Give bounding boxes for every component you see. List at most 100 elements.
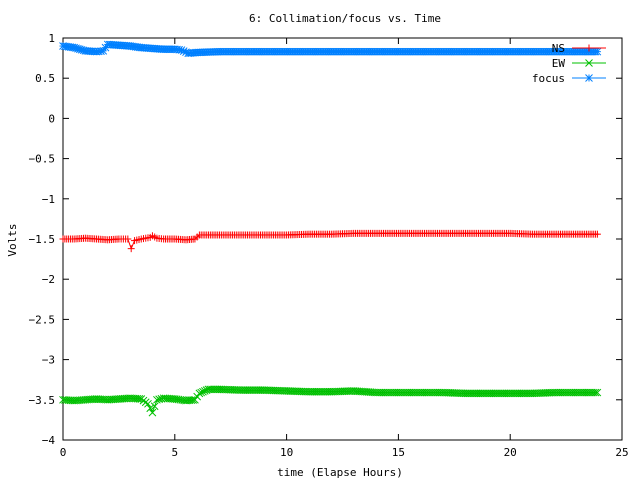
data-point (593, 388, 602, 397)
data-point (569, 388, 578, 397)
data-point (325, 387, 334, 396)
data-point (532, 389, 541, 398)
data-point (413, 388, 421, 397)
data-point (236, 386, 244, 394)
data-point (318, 387, 326, 396)
data-point (223, 385, 231, 394)
data-point (305, 387, 313, 396)
data-point (543, 388, 552, 397)
data-point (431, 388, 440, 397)
legend-marker (585, 74, 593, 82)
data-point (500, 389, 509, 398)
data-point (290, 387, 298, 396)
data-point (334, 387, 343, 396)
data-point (187, 396, 196, 404)
data-point (292, 387, 300, 396)
data-point (213, 385, 222, 394)
data-point (422, 388, 431, 397)
data-point (480, 389, 488, 398)
data-point (551, 388, 559, 397)
data-point (573, 388, 582, 397)
data-point (208, 385, 216, 394)
y-tick-label: −0.5 (29, 153, 56, 166)
data-point (215, 385, 224, 394)
data-point (144, 399, 152, 408)
data-point (387, 388, 395, 397)
data-point (450, 389, 459, 397)
data-point (211, 385, 220, 394)
data-point (271, 386, 280, 395)
data-point (513, 389, 522, 398)
data-point (191, 395, 199, 404)
data-point (465, 389, 474, 398)
data-point (239, 386, 248, 395)
data-point (415, 388, 423, 397)
data-point (183, 396, 192, 405)
data-point (230, 386, 239, 394)
data-point (549, 388, 557, 397)
data-point (221, 385, 229, 394)
data-point (342, 387, 351, 396)
data-point (567, 388, 576, 397)
data-point (396, 388, 405, 397)
data-point (267, 386, 276, 395)
data-point (575, 388, 583, 397)
data-point (394, 388, 403, 397)
data-point (487, 389, 496, 398)
data-point (571, 388, 580, 397)
x-axis-label: time (Elapse Hours) (277, 466, 403, 479)
data-point (295, 387, 304, 396)
x-tick-label: 25 (615, 446, 628, 459)
data-point (523, 389, 531, 398)
x-tick-label: 5 (171, 446, 178, 459)
data-point (536, 389, 544, 397)
data-point (153, 395, 161, 404)
data-point (519, 389, 528, 398)
data-point (526, 389, 535, 398)
data-point (506, 389, 515, 398)
data-point (539, 389, 548, 397)
data-point (254, 386, 263, 395)
data-point (547, 388, 556, 397)
data-point (219, 385, 228, 394)
data-point (416, 388, 425, 397)
data-point (282, 387, 291, 395)
data-point (502, 389, 511, 398)
data-point (314, 387, 323, 396)
data-point (580, 388, 589, 397)
data-point (463, 389, 472, 398)
data-point (454, 389, 462, 397)
data-point (146, 404, 155, 413)
data-point (498, 389, 507, 398)
data-point (135, 395, 144, 403)
data-point (251, 386, 259, 395)
data-point (541, 389, 550, 397)
data-point (495, 389, 503, 398)
data-point (528, 389, 537, 398)
data-point (312, 387, 321, 396)
data-point (133, 394, 142, 403)
y-tick-label: −4 (42, 434, 56, 447)
data-point (508, 389, 516, 398)
series-layer (59, 40, 602, 417)
data-point (308, 387, 317, 396)
data-point (150, 402, 159, 411)
data-point (398, 388, 406, 397)
y-tick-label: −2 (42, 273, 55, 286)
data-point (534, 389, 543, 398)
data-point (403, 388, 412, 397)
data-point (280, 387, 289, 395)
data-point (439, 388, 447, 397)
data-point (346, 387, 354, 395)
data-point (461, 389, 470, 398)
data-point (405, 388, 414, 397)
data-point (428, 388, 436, 397)
data-point (100, 395, 108, 404)
data-point (582, 388, 591, 397)
legend-label: NS (552, 42, 565, 55)
data-point (180, 396, 188, 405)
data-point (301, 387, 310, 396)
data-point (584, 388, 593, 397)
data-point (232, 386, 241, 394)
data-point (448, 389, 457, 397)
